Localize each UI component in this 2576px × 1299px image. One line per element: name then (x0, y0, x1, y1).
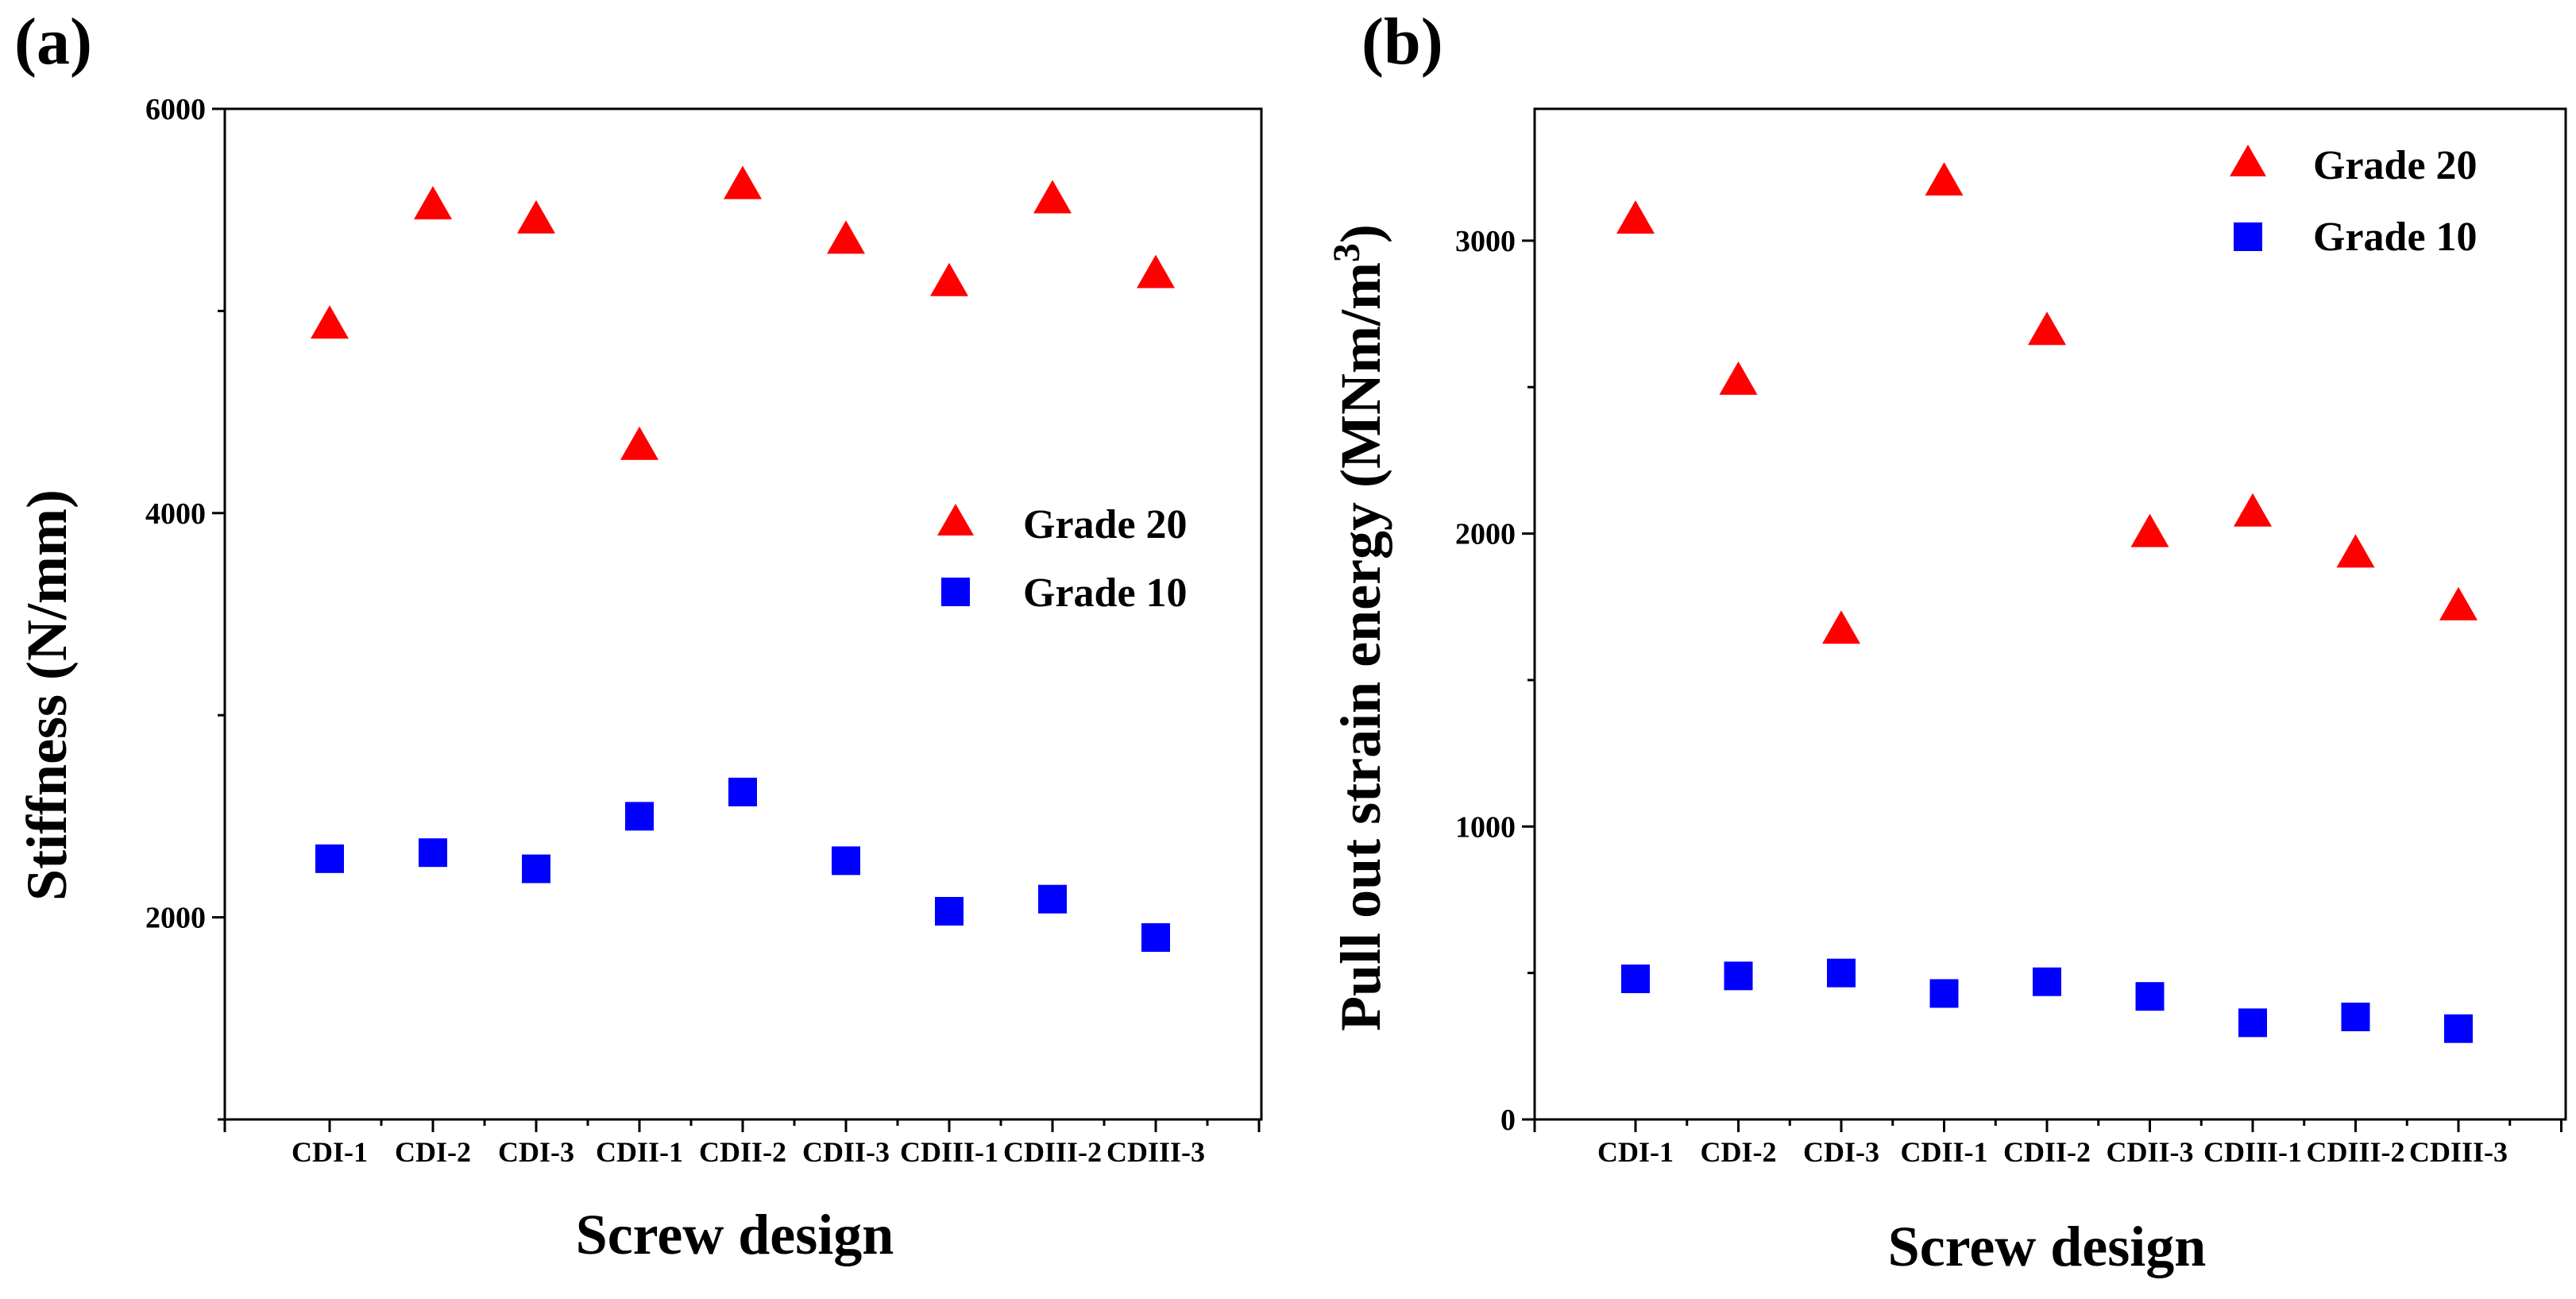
panel-a-point-grade10-cdii-2 (728, 777, 757, 806)
panel-a-x-category-label: CDIII-2 (1003, 1136, 1102, 1168)
panel-b-plot-frame (1533, 107, 2567, 1121)
panel-a-legend-label-grade10: Grade 10 (1023, 570, 1188, 616)
panel-a-x-category-label: CDI-2 (395, 1136, 471, 1168)
panel-b-x-category-label: CDI-3 (1803, 1136, 1879, 1168)
panel-a-x-category-label: CDII-1 (596, 1136, 683, 1168)
panel-b-y-axis-title-suffix: ) (1329, 224, 1392, 243)
panel-b-point-grade20-cdi-3 (1822, 610, 1860, 644)
panel-a-point-grade20-cdii-1 (620, 426, 658, 460)
panel-a-x-category-label: CDIII-1 (900, 1136, 998, 1168)
panel-a-y-tick-label: 6000 (145, 93, 206, 126)
panel-b-y-axis-title-superscript: 3 (1326, 243, 1368, 262)
panel-a-point-grade10-cdiii-3 (1141, 923, 1170, 953)
panel-b-point-grade10-cdiii-1 (2238, 1008, 2267, 1038)
panel-b-point-grade20-cdiii-1 (2234, 493, 2272, 527)
panel-b-point-grade20-cdiii-3 (2439, 586, 2478, 621)
panel-b-point-grade20-cdiii-2 (2336, 534, 2375, 568)
panel-a-x-category-label: CDIII-3 (1106, 1136, 1205, 1168)
panel-b-point-grade10-cdii-3 (2135, 982, 2165, 1011)
panel-b-y-ticks: 0 1000 2000 3000 (1455, 225, 1535, 1137)
panel-a-legend: Grade 20 Grade 10 (937, 502, 1188, 616)
panel-b-y-axis-title-main: Pull out strain energy (MNm/m (1329, 262, 1392, 1031)
panel-a-point-grade10-cdiii-2 (1038, 884, 1067, 914)
panel-b-point-grade10-cdiii-2 (2341, 1002, 2370, 1031)
panel-a-x-category-label: CDI-3 (498, 1136, 574, 1168)
panel-a-y-tick-label: 4000 (145, 497, 206, 531)
panel-a-point-grade20-cdii-3 (827, 220, 865, 254)
panel-b-x-category-label: CDII-2 (2003, 1136, 2091, 1168)
panel-b-point-grade20-cdii-3 (2130, 513, 2169, 547)
panel-b-point-grade20-cdi-1 (1616, 200, 1655, 234)
panel-a-x-category-label: CDII-3 (802, 1136, 890, 1168)
panel-a-point-grade10-cdi-2 (419, 838, 447, 868)
panel-a-point-grade10-cdiii-1 (935, 896, 964, 926)
panel-b-y-tick-label: 3000 (1455, 225, 1516, 258)
panel-a-legend-label-grade20: Grade 20 (1023, 502, 1188, 547)
panel-a-point-grade10-cdii-3 (832, 846, 860, 876)
panel-a-x-ticks: CDI-1 CDI-2 CDI-3 CDII-1 CDII-2 CDII-3 CDIII-1… (223, 1119, 1261, 1168)
panel-b-legend: Grade 20 Grade 10 (2230, 143, 2478, 260)
panel-a-y-tick-label: 2000 (145, 902, 206, 935)
panel-b-point-grade20-cdi-2 (1719, 361, 1758, 395)
panel-a-legend-marker-grade20 (937, 504, 974, 535)
panel-a-y-axis-title: Stiffness (N/mm) (15, 489, 79, 901)
panel-a-point-grade10-cdi-3 (522, 854, 550, 883)
panel-b-x-category-label: CDIII-3 (2409, 1136, 2508, 1168)
panel-a-y-ticks: 2000 4000 6000 (145, 93, 225, 1121)
panel-b-point-grade10-cdi-3 (1827, 958, 1856, 988)
panel-a-label: (a) (14, 5, 92, 79)
panel-a-point-grade20-cdi-3 (517, 199, 555, 234)
panel-b-x-category-label: CDIII-1 (2203, 1136, 2302, 1168)
panel-a-point-grade20-cdiii-3 (1137, 254, 1175, 288)
panel-b-point-grade10-cdii-2 (2033, 967, 2061, 996)
panel-b-y-tick-label: 0 (1500, 1104, 1516, 1137)
panel-b-x-category-label: CDII-3 (2106, 1136, 2193, 1168)
panel-a-x-category-label: CDI-1 (292, 1136, 368, 1168)
panel-b-point-grade20-cdii-2 (2028, 311, 2066, 346)
panel-b-point-grade10-cdii-1 (1929, 979, 1959, 1008)
panel-b-y-tick-label: 1000 (1455, 810, 1516, 844)
panel-a-points (311, 165, 1175, 953)
panel-b-points (1616, 162, 2478, 1043)
panel-b-x-category-label: CDI-1 (1597, 1136, 1674, 1168)
panel-a-point-grade20-cdiii-2 (1033, 180, 1072, 214)
panel-b-x-category-label: CDI-2 (1701, 1136, 1777, 1168)
panel-b-point-grade10-cdiii-3 (2444, 1014, 2473, 1043)
panel-b-point-grade20-cdii-1 (1925, 162, 1964, 196)
panel-b-x-category-label: CDIII-2 (2306, 1136, 2404, 1168)
panel-b-x-category-label: CDII-1 (1900, 1136, 1987, 1168)
panel-a-point-grade20-cdi-2 (414, 186, 452, 220)
panel-a-x-axis-title: Screw design (576, 1203, 894, 1266)
panel-b-legend-label-grade20: Grade 20 (2313, 143, 2478, 188)
panel-b-legend-marker-grade20 (2230, 145, 2266, 176)
panel-a-point-grade10-cdi-1 (315, 844, 344, 873)
panel-b-point-grade10-cdi-1 (1621, 965, 1650, 994)
panel-a-point-grade20-cdiii-1 (930, 262, 968, 296)
panel-a-point-grade20-cdii-2 (724, 165, 762, 199)
panel-b-legend-marker-grade10 (2234, 222, 2262, 251)
panel-b-label: (b) (1361, 5, 1443, 79)
panel-a-x-category-label: CDII-2 (699, 1136, 786, 1168)
panel-a-point-grade20-cdi-1 (311, 305, 349, 339)
panel-b-legend-label-grade10: Grade 10 (2313, 215, 2478, 260)
panel-b-point-grade10-cdi-2 (1724, 961, 1753, 991)
panel-b-y-axis-title: Pull out strain energy (MNm/m3) (1326, 224, 1392, 1031)
panel-a-point-grade10-cdii-1 (625, 802, 654, 831)
panel-a-legend-marker-grade10 (941, 578, 970, 606)
panel-b-y-tick-label: 2000 (1455, 518, 1516, 551)
panel-b-x-ticks: CDI-1 CDI-2 CDI-3 CDII-1 CDII-2 CDII-3 CDIII-1… (1533, 1119, 2562, 1168)
panel-b-x-axis-title: Screw design (1888, 1215, 2207, 1278)
